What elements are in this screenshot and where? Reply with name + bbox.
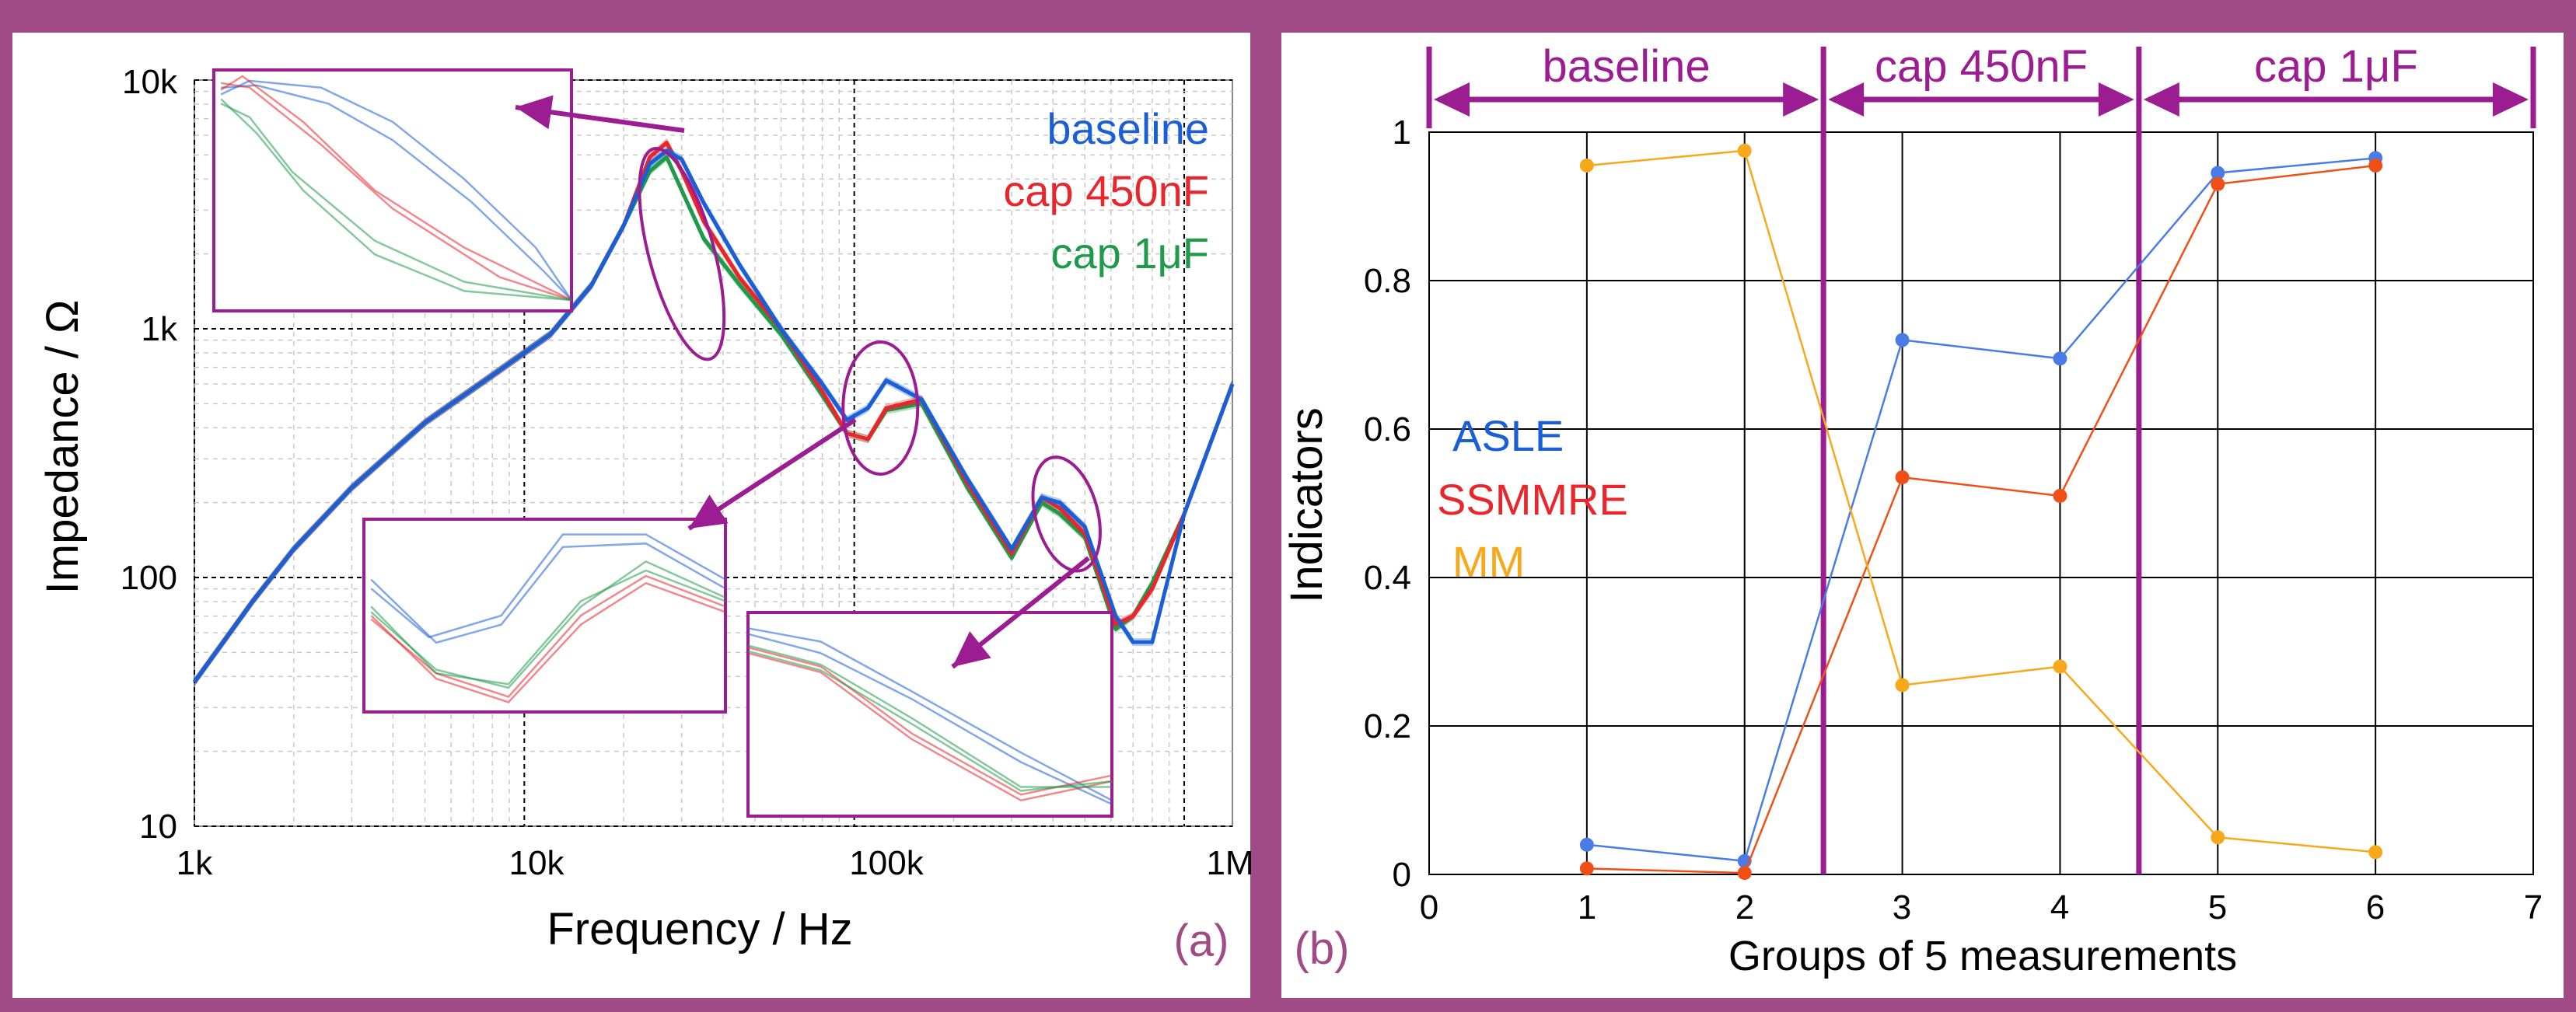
a-inset-peak-trace	[221, 84, 572, 301]
b-region-arrow-right-head	[1783, 82, 1819, 117]
a-inset-100k-trace	[370, 542, 726, 644]
a-inset-peak-trace	[221, 82, 572, 302]
b-series-line-asle	[1586, 157, 2376, 863]
panel-a-series-group	[192, 138, 1235, 686]
b-ylabel: Indicators	[1281, 407, 1332, 602]
a-legend-cap1u: cap 1μF	[1051, 229, 1209, 277]
a-inset-400k-trace	[747, 627, 1113, 801]
a-inset-100k-trace	[370, 574, 726, 698]
a-inset-100k-trace	[370, 569, 726, 686]
b-point-mm	[1737, 143, 1752, 158]
a-ytick-1k: 1k	[142, 310, 178, 348]
b-xtick-4: 4	[2050, 888, 2069, 927]
a-callout-ellipse-peak	[638, 147, 726, 361]
b-point-asle	[2211, 166, 2225, 180]
a-inset-peak-trace	[220, 98, 572, 302]
panel-a-insets	[212, 68, 1113, 818]
b-xtick-6: 6	[2366, 888, 2385, 927]
a-ytick-10: 10	[139, 808, 177, 846]
b-point-asle	[1579, 837, 1594, 852]
a-inset-100k-trace	[370, 560, 726, 689]
b-point-mm	[2368, 845, 2383, 860]
b-xtick-7: 7	[2524, 888, 2543, 927]
a-inset-400k-trace	[747, 652, 1113, 802]
panel-a: 1k 10k 100k 1M 10 100 1k 10k Frequency /…	[37, 63, 1254, 966]
b-point-ssmmre	[2368, 158, 2383, 173]
b-region-arrow-left-head	[1434, 82, 1470, 117]
b-region-label: baseline	[1543, 41, 1711, 92]
a-legend-baseline: baseline	[1047, 104, 1209, 153]
b-ytick-04: 0.4	[1364, 559, 1411, 597]
b-point-asle	[1895, 333, 1910, 347]
b-point-ssmmre	[1737, 866, 1752, 881]
a-xtick-10k: 10k	[509, 844, 565, 882]
b-xtick-3: 3	[1893, 888, 1911, 927]
a-ylabel: Impedance / Ω	[37, 300, 88, 595]
b-region-arrow-left-head	[1828, 82, 1865, 117]
b-region-arrow-right-head	[2098, 82, 2134, 117]
a-arrow-peak-head	[516, 95, 554, 130]
b-xtick-1: 1	[1578, 888, 1596, 927]
b-ytick-1: 1	[1393, 113, 1411, 152]
a-inset-100k-trace	[370, 533, 726, 639]
panel-b-regions: baseline cap 450nF cap 1μF	[1426, 41, 2536, 874]
a-inset-400k-box	[746, 611, 1113, 818]
a-series-line-baseline	[192, 148, 1235, 683]
b-point-ssmmre	[2053, 488, 2067, 503]
b-series-line-ssmmre	[1586, 164, 2376, 874]
b-point-mm	[1579, 158, 1594, 173]
a-ytick-10k: 10k	[122, 63, 178, 101]
panel-b: baseline cap 450nF cap 1μF 0 1 2 3 4 5 6 7…	[1281, 41, 2543, 979]
panel-b-label: (b)	[1295, 923, 1350, 974]
b-point-mm	[2211, 830, 2225, 845]
b-ytick-08: 0.8	[1364, 262, 1411, 300]
b-point-ssmmre	[1895, 470, 1910, 485]
b-ytick-06: 0.6	[1364, 410, 1411, 448]
a-inset-400k-trace	[747, 633, 1113, 805]
a-xtick-1k: 1k	[177, 844, 213, 882]
a-inset-peak-trace	[220, 103, 572, 302]
b-xtick-2: 2	[1735, 888, 1754, 927]
b-xlabel: Groups of 5 measurements	[1728, 933, 2237, 979]
a-legend-cap450: cap 450nF	[1003, 166, 1209, 215]
a-xlabel: Frequency / Hz	[547, 904, 852, 954]
a-xtick-100k: 100k	[849, 844, 924, 882]
b-point-ssmmre	[1579, 861, 1594, 876]
a-callout-ellipse-100k	[841, 340, 920, 476]
a-arrow-100k-head	[689, 494, 729, 529]
a-inset-100k-trace	[370, 581, 726, 703]
a-inset-100k-box	[362, 518, 727, 714]
b-point-ssmmre	[2211, 176, 2225, 191]
b-series-line-mm	[1586, 149, 2376, 853]
b-xtick-5: 5	[2208, 888, 2227, 927]
b-ytick-0: 0	[1393, 856, 1411, 894]
b-point-mm	[2053, 659, 2067, 674]
b-xtick-0: 0	[1420, 888, 1438, 927]
panel-a-label: (a)	[1174, 916, 1229, 966]
b-legend-asle: ASLE	[1452, 411, 1564, 460]
b-region-arrow-left-head	[2143, 82, 2179, 117]
b-region-arrow-right-head	[2493, 82, 2529, 117]
a-inset-400k-trace	[747, 644, 1112, 788]
panel-b-grid	[1429, 131, 2533, 874]
a-xtick-1M: 1M	[1206, 844, 1253, 882]
b-point-mm	[1895, 678, 1910, 693]
b-region-label: cap 1μF	[2254, 41, 2418, 92]
a-ytick-100: 100	[121, 559, 177, 597]
b-ytick-02: 0.2	[1364, 707, 1411, 745]
b-region-label: cap 450nF	[1875, 41, 2088, 92]
a-inset-peak-trace	[220, 75, 572, 302]
b-legend-mm: MM	[1452, 537, 1525, 586]
panel-b-plot-area	[1428, 131, 2534, 875]
b-point-asle	[2053, 351, 2067, 366]
a-arrow-400k-head	[952, 631, 991, 667]
b-legend-ssmmre: SSMMRE	[1437, 475, 1628, 524]
a-callout-ellipse-400k	[1031, 455, 1102, 573]
panel-b-series-group	[1579, 143, 2383, 881]
